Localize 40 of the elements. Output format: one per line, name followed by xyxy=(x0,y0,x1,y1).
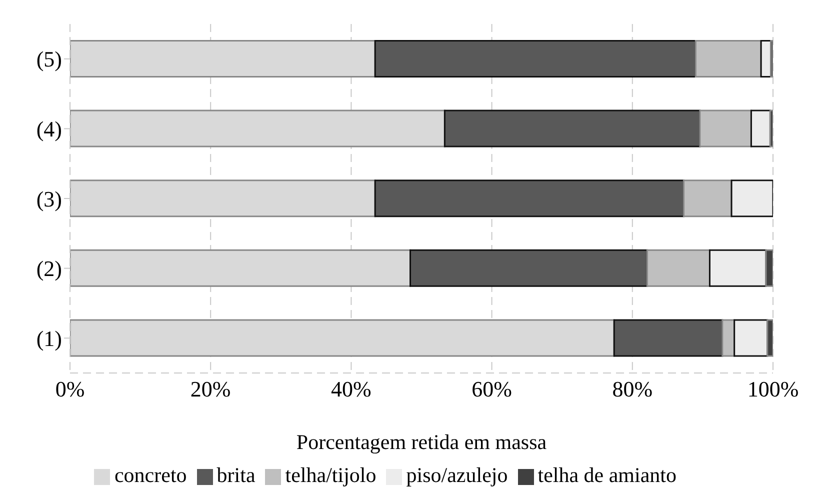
x-axis-title: Porcentagem retida em massa xyxy=(296,430,548,454)
bar xyxy=(70,40,376,78)
legend-label: piso/azulejo xyxy=(406,463,508,487)
bar xyxy=(699,110,752,148)
bar xyxy=(722,319,736,357)
y-tick-label: (5) xyxy=(36,46,62,72)
bar xyxy=(646,249,710,287)
bar xyxy=(374,40,696,78)
y-tick-label: (3) xyxy=(36,186,62,212)
bar xyxy=(70,249,411,287)
y-tick-label: (2) xyxy=(36,256,62,282)
x-tick-label: 40% xyxy=(331,376,372,402)
bar xyxy=(766,319,773,357)
x-tick-label: 20% xyxy=(190,376,231,402)
legend-label: telha de amianto xyxy=(538,463,677,487)
legend-label: telha/tijolo xyxy=(285,463,376,487)
bar xyxy=(769,110,773,148)
legend-label: brita xyxy=(216,463,256,487)
y-tick-label: (1) xyxy=(36,326,62,351)
bar xyxy=(410,249,648,287)
bar xyxy=(682,180,732,218)
bar xyxy=(374,180,684,218)
bar xyxy=(730,180,773,218)
bar xyxy=(70,180,376,218)
x-tick-label: 0% xyxy=(55,376,85,402)
bar xyxy=(70,110,446,148)
legend-label: concreto xyxy=(114,463,187,487)
bar xyxy=(770,40,773,78)
bar xyxy=(708,249,767,287)
y-tick-label: (4) xyxy=(36,116,62,142)
bar xyxy=(734,319,768,357)
x-tick-label: 80% xyxy=(612,376,653,402)
x-tick-label: 100% xyxy=(747,376,799,402)
bar xyxy=(765,249,773,287)
bar xyxy=(694,40,762,78)
bar xyxy=(613,319,724,357)
x-tick-label: 60% xyxy=(472,376,512,402)
bar xyxy=(70,319,615,357)
bar xyxy=(750,110,771,148)
bar xyxy=(444,110,701,148)
